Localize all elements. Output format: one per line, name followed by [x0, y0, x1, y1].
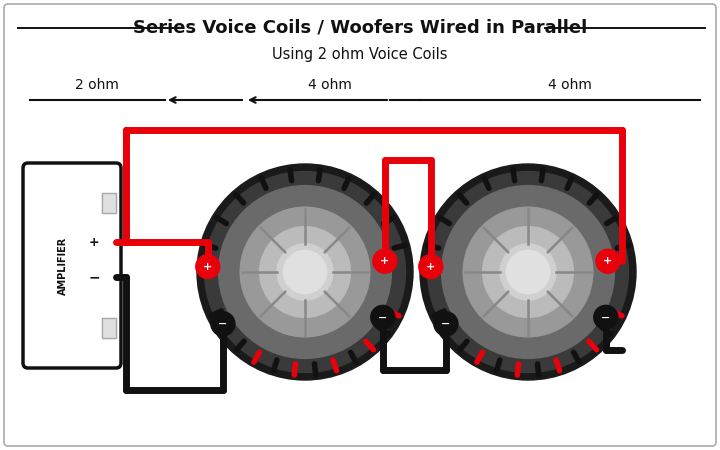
- Circle shape: [482, 227, 573, 317]
- Circle shape: [371, 306, 395, 329]
- Text: 4 ohm: 4 ohm: [308, 78, 352, 92]
- Text: −: −: [441, 319, 451, 329]
- Text: Using 2 ohm Voice Coils: Using 2 ohm Voice Coils: [272, 48, 448, 63]
- Text: −: −: [88, 270, 100, 284]
- Text: AMPLIFIER: AMPLIFIER: [58, 236, 68, 295]
- Text: 4 ohm: 4 ohm: [548, 78, 592, 92]
- Bar: [102, 318, 116, 338]
- Text: −: −: [378, 312, 387, 322]
- Circle shape: [441, 185, 614, 358]
- Circle shape: [434, 312, 458, 336]
- Text: 2 ohm: 2 ohm: [75, 78, 119, 92]
- Circle shape: [506, 250, 549, 293]
- Circle shape: [428, 171, 629, 373]
- Circle shape: [500, 244, 556, 300]
- Text: −: −: [218, 319, 228, 329]
- Circle shape: [240, 207, 370, 337]
- FancyBboxPatch shape: [4, 4, 716, 446]
- Text: +: +: [603, 256, 613, 266]
- FancyBboxPatch shape: [23, 163, 121, 368]
- Circle shape: [463, 207, 593, 337]
- Circle shape: [211, 312, 235, 336]
- Text: +: +: [89, 236, 99, 248]
- Circle shape: [277, 244, 333, 300]
- Text: Series Voice Coils / Woofers Wired in Parallel: Series Voice Coils / Woofers Wired in Pa…: [133, 19, 587, 37]
- Bar: [102, 318, 116, 338]
- Circle shape: [596, 249, 620, 273]
- Bar: [102, 193, 116, 213]
- Circle shape: [284, 250, 327, 293]
- Circle shape: [196, 255, 220, 279]
- Text: +: +: [380, 256, 390, 266]
- Circle shape: [373, 249, 397, 273]
- Bar: [102, 193, 116, 213]
- Circle shape: [260, 227, 351, 317]
- Circle shape: [419, 255, 443, 279]
- Circle shape: [420, 164, 636, 380]
- Circle shape: [204, 171, 405, 373]
- Circle shape: [219, 185, 392, 358]
- Circle shape: [594, 306, 618, 329]
- Text: +: +: [203, 261, 212, 272]
- Text: +: +: [426, 261, 436, 272]
- Text: −: −: [601, 312, 611, 322]
- Circle shape: [197, 164, 413, 380]
